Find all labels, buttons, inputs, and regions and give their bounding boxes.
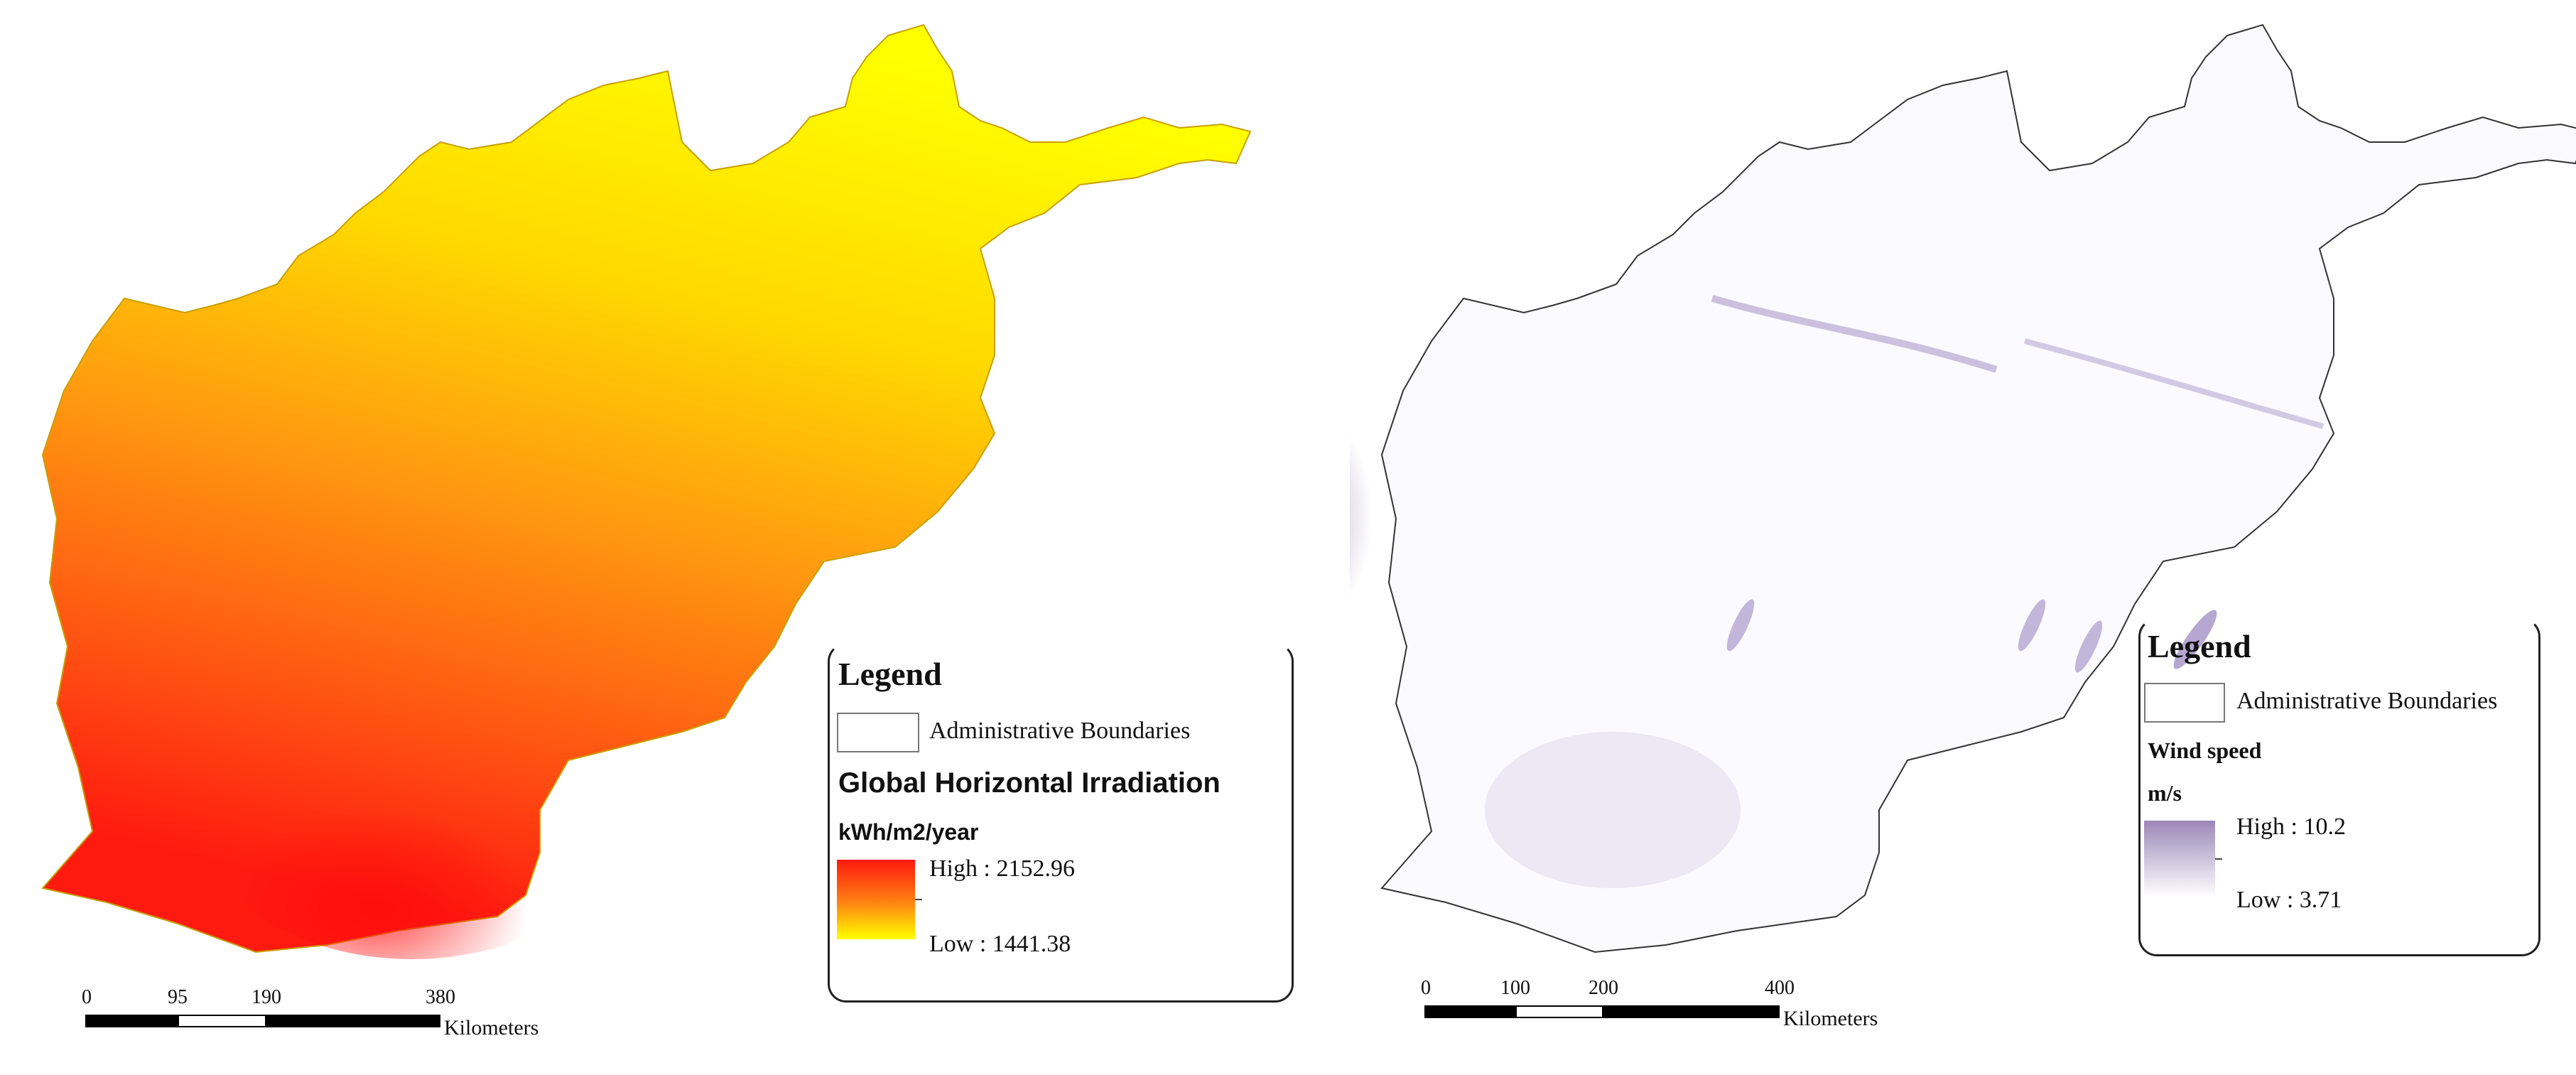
ramp-tick	[915, 899, 922, 900]
ghi-map	[41, 23, 1252, 959]
ghi-unit-label: kWh/m2/year	[838, 819, 979, 845]
ghi-map-panel: Legend Administrative Boundaries Global …	[41, 23, 1294, 1050]
ghi-high-label: High : 2152.96	[929, 855, 1075, 882]
wind-high-label: High : 10.2	[2236, 814, 2346, 840]
scale-tick-label: 95	[168, 986, 188, 1008]
wind-streak	[2018, 599, 2046, 652]
wind-streak	[1726, 599, 1755, 652]
admin-boundary-label: Administrative Boundaries	[929, 718, 1191, 744]
wind-south-area	[1485, 732, 1741, 888]
scale-tick-label: 190	[251, 986, 281, 1008]
wind-streak	[2074, 620, 2103, 673]
wind-map	[1350, 23, 2576, 954]
ghi-layer-name: Global Horizontal Irradiation	[838, 767, 1221, 799]
scale-unit-label: Kilometers	[444, 1016, 539, 1039]
wind-color-ramp	[2144, 821, 2215, 897]
scale-segment	[85, 1015, 178, 1027]
scale-segment	[266, 1015, 440, 1027]
scale-segment	[1424, 1005, 1515, 1018]
scale-segment	[1603, 1005, 1780, 1018]
ghi-color-ramp	[837, 860, 915, 939]
legend-title: Legend	[838, 656, 942, 692]
wind-scale-bar: 0 100 200 400 Kilometers	[1421, 977, 1936, 1041]
wind-country-surface	[1380, 23, 2576, 954]
wind-west-high-area	[1350, 306, 1591, 774]
scale-segment	[1515, 1005, 1603, 1018]
admin-boundary-swatch	[837, 713, 919, 752]
wind-unit-label: m/s	[2148, 780, 2182, 806]
wind-ridge	[2023, 338, 2325, 429]
scale-tick-label: 0	[82, 986, 92, 1008]
wind-ridge	[1711, 295, 1998, 373]
wind-map-panel: Legend Administrative Boundaries Wind sp…	[1350, 0, 2576, 1075]
admin-boundary-label: Administrative Boundaries	[2236, 688, 2498, 714]
scale-tick-label: 200	[1589, 977, 1618, 999]
admin-boundary-swatch	[2144, 683, 2225, 723]
wind-layer-name: Wind speed	[2148, 738, 2262, 763]
ghi-legend: Legend Administrative Boundaries Global …	[828, 643, 1294, 1003]
ghi-hotspot	[199, 675, 625, 959]
wind-legend: Legend Administrative Boundaries Wind sp…	[2138, 618, 2540, 956]
scale-segment	[178, 1015, 266, 1027]
scale-tick-label: 380	[426, 986, 455, 1008]
wind-low-label: Low : 3.71	[2236, 887, 2342, 913]
scale-tick-label: 100	[1500, 977, 1530, 999]
ghi-low-label: Low : 1441.38	[929, 931, 1071, 957]
scale-tick-label: 0	[1421, 977, 1431, 999]
legend-title: Legend	[2148, 628, 2251, 664]
wind-streak	[2173, 610, 2217, 669]
scale-unit-label: Kilometers	[1783, 1007, 1878, 1030]
ramp-tick	[2215, 858, 2222, 860]
scale-tick-label: 400	[1765, 977, 1795, 999]
ghi-scale-bar: 0 95 190 380 Kilometers	[82, 986, 597, 1050]
